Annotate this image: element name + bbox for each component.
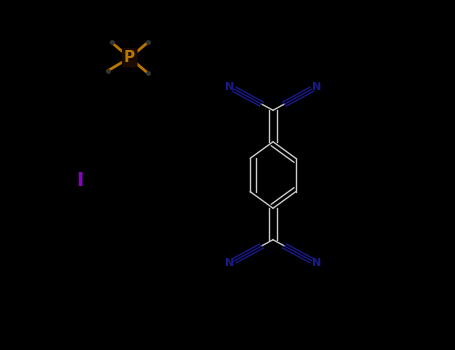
Text: N: N	[225, 82, 234, 92]
Text: N: N	[312, 82, 321, 92]
Text: P: P	[124, 50, 135, 65]
Text: I: I	[76, 171, 83, 190]
Text: N: N	[225, 258, 234, 268]
Text: N: N	[312, 258, 321, 268]
